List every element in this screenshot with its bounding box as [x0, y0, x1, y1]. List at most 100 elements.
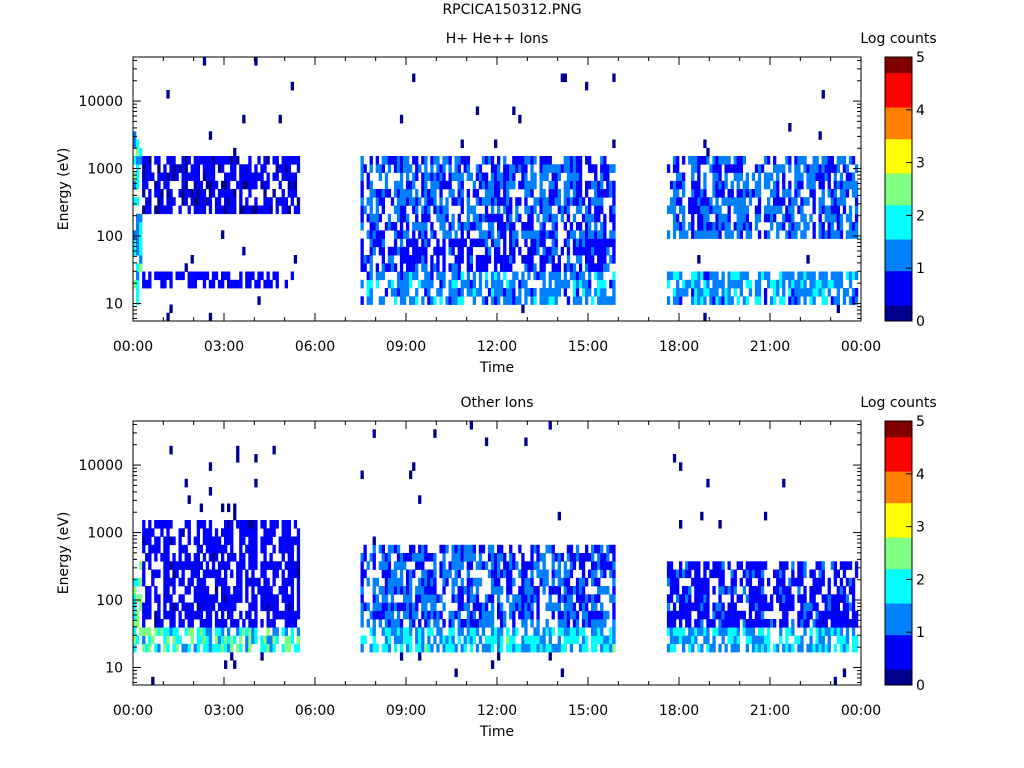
- heatmap-cell: [600, 619, 604, 628]
- heatmap-cell: [466, 255, 470, 264]
- heatmap-cell: [369, 296, 373, 305]
- heatmap-cell: [360, 619, 364, 628]
- heatmap-cell: [208, 610, 213, 620]
- heatmap-cell: [181, 271, 185, 281]
- heatmap-cell: [724, 288, 728, 297]
- heatmap-cell: [227, 627, 231, 636]
- heatmap-cell: [390, 222, 395, 231]
- heatmap-cell: [694, 602, 698, 612]
- heatmap-cell: [375, 271, 379, 281]
- heatmap-cell: [469, 279, 473, 289]
- heatmap-cell: [451, 263, 455, 272]
- heatmap-cell: [160, 520, 164, 529]
- colorbar-swatch: [885, 136, 912, 140]
- heatmap-cell: [403, 246, 407, 256]
- heatmap-cell: [563, 569, 567, 579]
- heatmap-cell: [136, 222, 140, 231]
- heatmap-cell: [676, 222, 680, 231]
- heatmap-cell: [518, 114, 522, 124]
- heatmap-cell: [536, 586, 540, 595]
- heatmap-cell: [679, 230, 683, 239]
- heatmap-cell: [591, 610, 595, 620]
- heatmap-cell: [694, 205, 698, 215]
- heatmap-cell: [214, 180, 219, 190]
- colorbar-swatch: [885, 286, 912, 290]
- heatmap-cell: [169, 156, 173, 165]
- heatmap-cell: [679, 520, 683, 529]
- heatmap-cell: [821, 561, 825, 570]
- heatmap-cell: [442, 553, 446, 562]
- heatmap-cell: [384, 189, 389, 198]
- colorbar-swatch: [885, 223, 912, 227]
- heatmap-cell: [833, 676, 837, 686]
- heatmap-cell: [427, 610, 431, 620]
- heatmap-cell: [842, 594, 847, 603]
- heatmap-cell: [208, 627, 213, 636]
- heatmap-cell: [500, 619, 504, 628]
- heatmap-cell: [742, 180, 746, 190]
- heatmap-cell: [360, 586, 364, 595]
- heatmap-cell: [433, 577, 437, 587]
- heatmap-cell: [263, 279, 267, 289]
- heatmap-cell: [782, 222, 786, 231]
- heatmap-cell: [721, 619, 725, 628]
- heatmap-cell: [139, 147, 143, 157]
- heatmap-cell: [430, 594, 434, 603]
- heatmap-cell: [818, 577, 822, 587]
- heatmap-cell: [460, 627, 464, 636]
- heatmap-cell: [154, 180, 158, 190]
- heatmap-cell: [679, 222, 683, 231]
- heatmap-cell: [448, 288, 452, 297]
- heatmap-cell: [688, 610, 692, 620]
- heatmap-cell: [803, 164, 807, 173]
- heatmap-cell: [739, 156, 743, 165]
- heatmap-cell: [163, 586, 167, 595]
- heatmap-cell: [399, 586, 404, 595]
- heatmap-cell: [545, 255, 549, 264]
- heatmap-cell: [163, 635, 167, 645]
- heatmap-cell: [575, 635, 580, 645]
- heatmap-cell: [484, 437, 489, 447]
- heatmap-cell: [208, 312, 213, 322]
- heatmap-cell: [578, 602, 583, 612]
- heatmap-cell: [800, 271, 804, 281]
- heatmap-cell: [779, 164, 783, 173]
- heatmap-cell: [393, 569, 398, 579]
- heatmap-cell: [797, 569, 801, 579]
- heatmap-cell: [463, 279, 467, 289]
- heatmap-cell: [767, 602, 771, 612]
- heatmap-cell: [521, 180, 525, 190]
- heatmap-cell: [415, 610, 419, 620]
- heatmap-cell: [272, 643, 276, 653]
- heatmap-cell: [812, 164, 816, 173]
- heatmap-cell: [251, 627, 255, 636]
- heatmap-cell: [688, 586, 692, 595]
- heatmap-cell: [760, 610, 765, 620]
- heatmap-cell: [205, 619, 210, 628]
- heatmap-cell: [484, 213, 489, 223]
- heatmap-cell: [585, 81, 589, 91]
- heatmap-cell: [724, 619, 728, 628]
- heatmap-cell: [460, 205, 464, 215]
- heatmap-cell: [290, 544, 294, 554]
- heatmap-cell: [418, 222, 422, 231]
- heatmap-cell: [433, 569, 437, 579]
- x-tick-label: 03:00: [204, 339, 244, 355]
- heatmap-cell: [572, 586, 577, 595]
- heatmap-cell: [221, 602, 225, 612]
- heatmap-cell: [560, 594, 564, 603]
- heatmap-cell: [484, 643, 489, 653]
- heatmap-cell: [445, 577, 449, 587]
- heatmap-cell: [503, 255, 507, 264]
- heatmap-cell: [148, 602, 152, 612]
- heatmap-cell: [827, 156, 831, 165]
- heatmap-cell: [227, 553, 231, 562]
- colorbar-tick-label: 1: [916, 625, 925, 641]
- heatmap-cell: [290, 635, 294, 645]
- heatmap-cell: [706, 643, 710, 653]
- heatmap-cell: [475, 238, 480, 248]
- heatmap-cell: [375, 577, 379, 587]
- colorbar-swatch: [885, 67, 912, 71]
- heatmap-cell: [181, 561, 185, 570]
- heatmap-cell: [500, 172, 504, 181]
